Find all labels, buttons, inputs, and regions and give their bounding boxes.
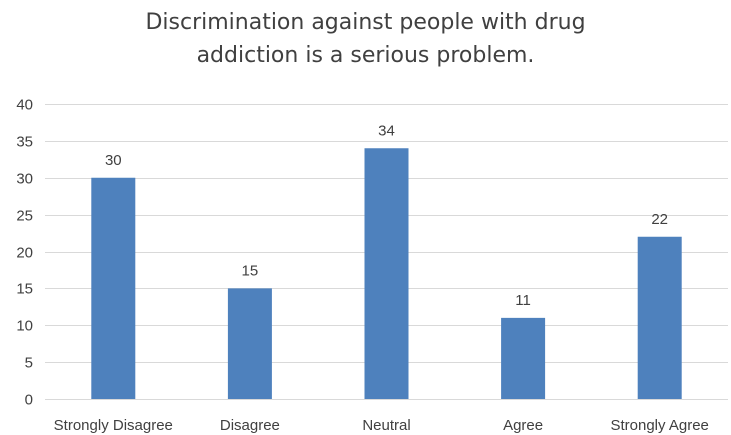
x-tick-label-strongly-disagree: Strongly Disagree bbox=[54, 417, 173, 434]
x-tick-label-strongly-agree: Strongly Agree bbox=[610, 417, 708, 434]
x-tick-label-disagree: Disagree bbox=[220, 417, 280, 434]
y-tick-label-0: 0 bbox=[25, 392, 33, 409]
y-tick-label-25: 25 bbox=[16, 208, 33, 225]
bar-agree bbox=[501, 317, 546, 399]
data-labels: 30 15 34 11 22 bbox=[105, 122, 668, 309]
chart-title-line-1: Discrimination against people with drug bbox=[145, 10, 586, 35]
data-label-strongly-agree: 22 bbox=[651, 211, 668, 228]
y-tick-label-10: 10 bbox=[16, 318, 33, 335]
x-tick-label-agree: Agree bbox=[503, 417, 543, 434]
y-tick-label-35: 35 bbox=[16, 134, 33, 151]
bar-strongly-disagree bbox=[91, 177, 136, 399]
y-axis-tick-labels: 0 5 10 15 20 25 30 35 40 bbox=[16, 97, 33, 409]
y-tick-label-5: 5 bbox=[25, 355, 33, 372]
y-tick-label-40: 40 bbox=[16, 97, 33, 114]
data-label-agree: 11 bbox=[515, 292, 531, 309]
chart-title-line-2: addiction is a serious problem. bbox=[196, 43, 535, 68]
data-label-strongly-disagree: 30 bbox=[105, 152, 122, 169]
data-label-disagree: 15 bbox=[242, 262, 259, 279]
bar-disagree bbox=[227, 288, 272, 399]
x-tick-label-neutral: Neutral bbox=[362, 417, 410, 434]
y-tick-label-30: 30 bbox=[16, 171, 33, 188]
data-label-neutral: 34 bbox=[378, 122, 395, 139]
x-axis-category-labels: Strongly Disagree Disagree Neutral Agree Str… bbox=[54, 417, 709, 434]
bar-neutral bbox=[364, 148, 409, 399]
bar-strongly-agree bbox=[637, 236, 682, 399]
bars bbox=[91, 148, 682, 399]
y-tick-label-20: 20 bbox=[16, 245, 33, 262]
y-tick-label-15: 15 bbox=[16, 281, 33, 298]
chart-title: Discrimination against people with drug … bbox=[0, 6, 731, 72]
